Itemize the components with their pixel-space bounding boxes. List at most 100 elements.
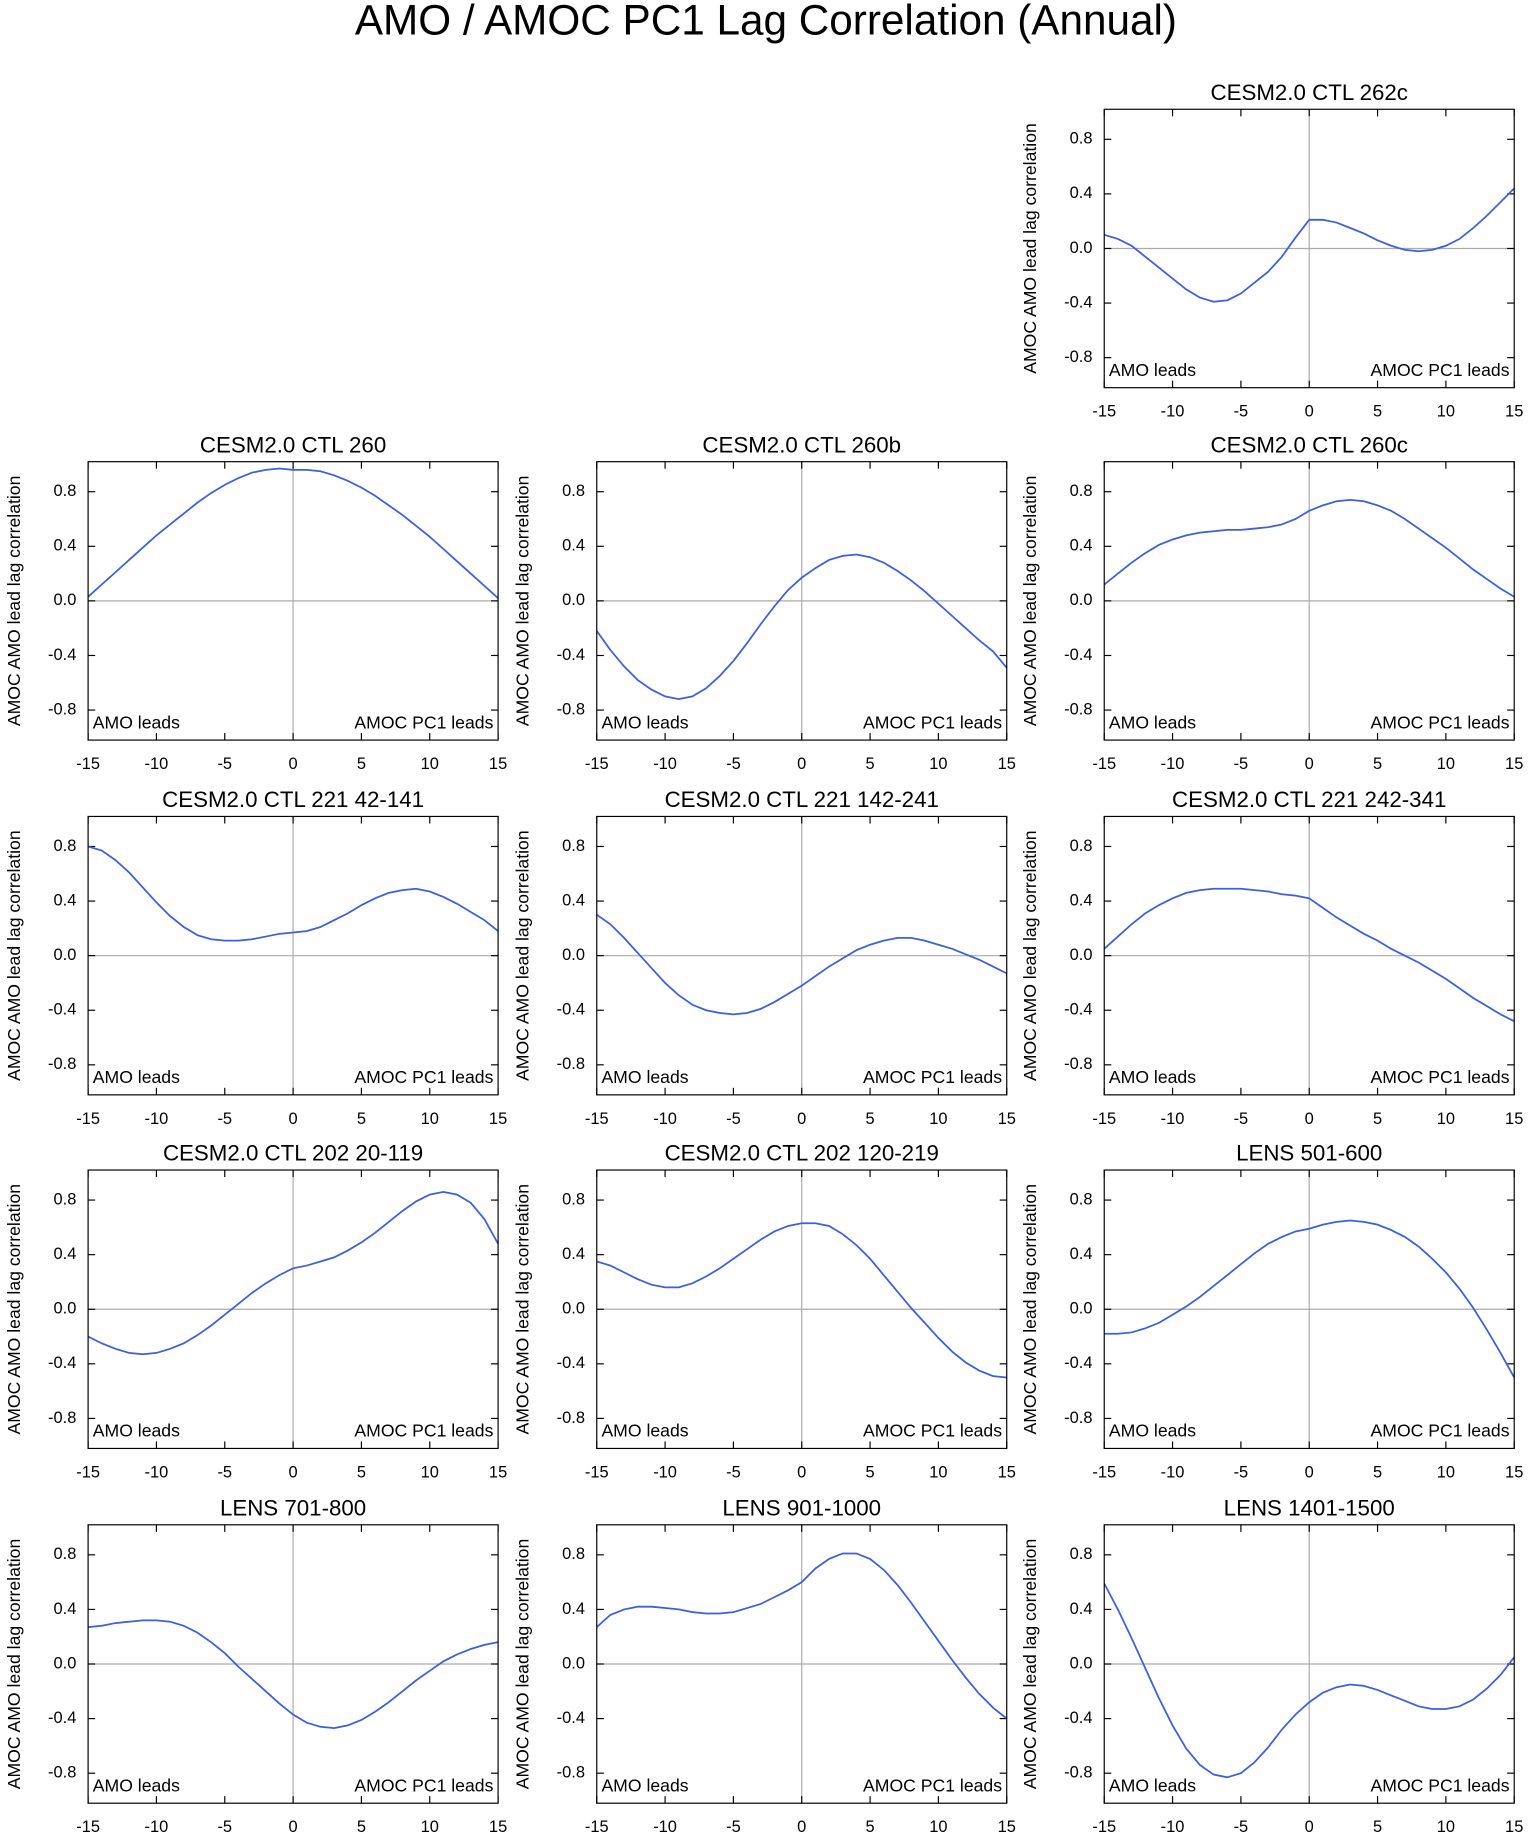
x-tick-label: -5 xyxy=(1234,403,1249,421)
plot-frame xyxy=(596,1524,1008,1804)
x-tick-label: 15 xyxy=(998,1818,1016,1836)
y-tick-label: 0.8 xyxy=(1070,1190,1093,1208)
y-tick-label: -0.4 xyxy=(1064,293,1092,311)
y-tick-label: -0.4 xyxy=(48,646,76,664)
plot-frame xyxy=(1103,461,1515,741)
data-line xyxy=(1103,887,1515,1022)
x-tick-label: 5 xyxy=(865,1110,874,1128)
x-tick-label: 5 xyxy=(1373,403,1382,421)
x-tick-label: 15 xyxy=(489,1463,507,1481)
x-tick-label: -15 xyxy=(76,1818,100,1836)
x-tick-label: 10 xyxy=(1437,1110,1455,1128)
y-tick-label: -0.4 xyxy=(1064,1709,1092,1727)
annotation: AMOC PC1 leads xyxy=(354,1775,493,1795)
x-tick-label: -15 xyxy=(1092,1110,1116,1128)
y-tick-label: 0.0 xyxy=(53,1654,76,1672)
x-tick-label: -5 xyxy=(1234,1110,1249,1128)
data-line xyxy=(596,553,1008,701)
x-tick-label: 0 xyxy=(1305,403,1314,421)
annotation: AMO leads xyxy=(93,1067,180,1087)
y-tick-label: -0.8 xyxy=(1064,1409,1092,1427)
plot-frame xyxy=(596,815,1008,1096)
annotation: AMOC PC1 leads xyxy=(1371,360,1510,380)
x-tick-label: 15 xyxy=(1505,1110,1523,1128)
y-axis-label: AMOC AMO lead lag correlation xyxy=(4,1539,24,1790)
x-tick-label: 0 xyxy=(1305,1110,1314,1128)
panel-title: LENS 701-800 xyxy=(220,1495,366,1520)
y-tick-label: -0.4 xyxy=(557,1001,585,1019)
data-line xyxy=(596,913,1008,1016)
x-tick-label: 10 xyxy=(421,1818,439,1836)
x-tick-label: 15 xyxy=(1505,403,1523,421)
y-tick-label: -0.4 xyxy=(557,646,585,664)
y-tick-label: 0.0 xyxy=(562,946,585,964)
x-tick-label: -5 xyxy=(726,755,741,773)
x-tick-label: 15 xyxy=(998,755,1016,773)
x-tick-label: -15 xyxy=(1092,1463,1116,1481)
x-tick-label: -15 xyxy=(1092,403,1116,421)
x-tick-label: 0 xyxy=(797,1463,806,1481)
x-tick-label: -10 xyxy=(1161,755,1185,773)
panel-title: CESM2.0 CTL 260c xyxy=(1210,432,1407,457)
y-tick-label: -0.8 xyxy=(1064,1055,1092,1073)
x-tick-label: 5 xyxy=(1373,1818,1382,1836)
y-axis-label: AMOC AMO lead lag correlation xyxy=(4,830,24,1081)
x-tick-label: 10 xyxy=(421,755,439,773)
y-tick-label: 0.0 xyxy=(1070,239,1093,257)
y-tick-label: 0.8 xyxy=(562,1190,585,1208)
y-axis-label: AMOC AMO lead lag correlation xyxy=(1020,1184,1040,1435)
x-tick-label: 10 xyxy=(929,1110,947,1128)
y-tick-label: 0.4 xyxy=(53,1245,76,1263)
y-tick-label: 0.0 xyxy=(1070,591,1093,609)
annotation: AMOC PC1 leads xyxy=(863,1067,1002,1087)
x-tick-label: -10 xyxy=(653,755,677,773)
annotation: AMO leads xyxy=(93,1421,180,1441)
x-tick-label: 0 xyxy=(797,1818,806,1836)
y-tick-label: 0.4 xyxy=(562,891,585,909)
plot-frame xyxy=(1103,815,1515,1096)
x-tick-label: -5 xyxy=(217,1818,232,1836)
x-tick-label: 15 xyxy=(489,1110,507,1128)
y-tick-label: -0.8 xyxy=(557,700,585,718)
annotation: AMO leads xyxy=(601,1775,688,1795)
x-tick-label: -10 xyxy=(653,1110,677,1128)
x-tick-label: -10 xyxy=(145,1818,169,1836)
annotation: AMO leads xyxy=(1109,1067,1196,1087)
y-axis-label: AMOC AMO lead lag correlation xyxy=(4,476,24,727)
y-tick-label: 0.0 xyxy=(562,1300,585,1318)
y-tick-label: 0.0 xyxy=(1070,946,1093,964)
x-tick-label: 5 xyxy=(357,1463,366,1481)
annotation: AMOC PC1 leads xyxy=(354,712,493,732)
annotation: AMO leads xyxy=(601,1067,688,1087)
x-tick-label: 0 xyxy=(1305,755,1314,773)
x-tick-label: 5 xyxy=(357,1110,366,1128)
y-tick-label: -0.4 xyxy=(48,1709,76,1727)
annotation: AMOC PC1 leads xyxy=(1371,712,1510,732)
y-tick-label: 0.8 xyxy=(53,1190,76,1208)
y-tick-label: 0.0 xyxy=(562,591,585,609)
panel-title: CESM2.0 CTL 221 242-341 xyxy=(1172,787,1446,812)
annotation: AMOC PC1 leads xyxy=(1371,1067,1510,1087)
panel-title: CESM2.0 CTL 202 120-219 xyxy=(665,1141,939,1166)
annotation: AMO leads xyxy=(93,712,180,732)
x-tick-label: -5 xyxy=(726,1463,741,1481)
plot-frame xyxy=(1103,1524,1515,1804)
y-tick-label: 0.4 xyxy=(53,891,76,909)
data-line xyxy=(87,845,499,942)
y-tick-label: -0.8 xyxy=(48,700,76,718)
plot-frame xyxy=(596,461,1008,741)
panel-title: LENS 1401-1500 xyxy=(1224,1495,1395,1520)
y-tick-label: -0.4 xyxy=(48,1354,76,1372)
y-tick-label: 0.8 xyxy=(562,482,585,500)
y-tick-label: -0.4 xyxy=(557,1354,585,1372)
x-tick-label: 10 xyxy=(929,755,947,773)
annotation: AMOC PC1 leads xyxy=(863,1775,1002,1795)
x-tick-label: 5 xyxy=(357,1818,366,1836)
y-tick-label: 0.4 xyxy=(1070,891,1093,909)
annotation: AMOC PC1 leads xyxy=(863,1421,1002,1441)
x-tick-label: -15 xyxy=(585,1818,609,1836)
y-tick-label: 0.8 xyxy=(53,1545,76,1563)
y-tick-label: -0.8 xyxy=(1064,700,1092,718)
y-tick-label: 0.4 xyxy=(53,1600,76,1618)
